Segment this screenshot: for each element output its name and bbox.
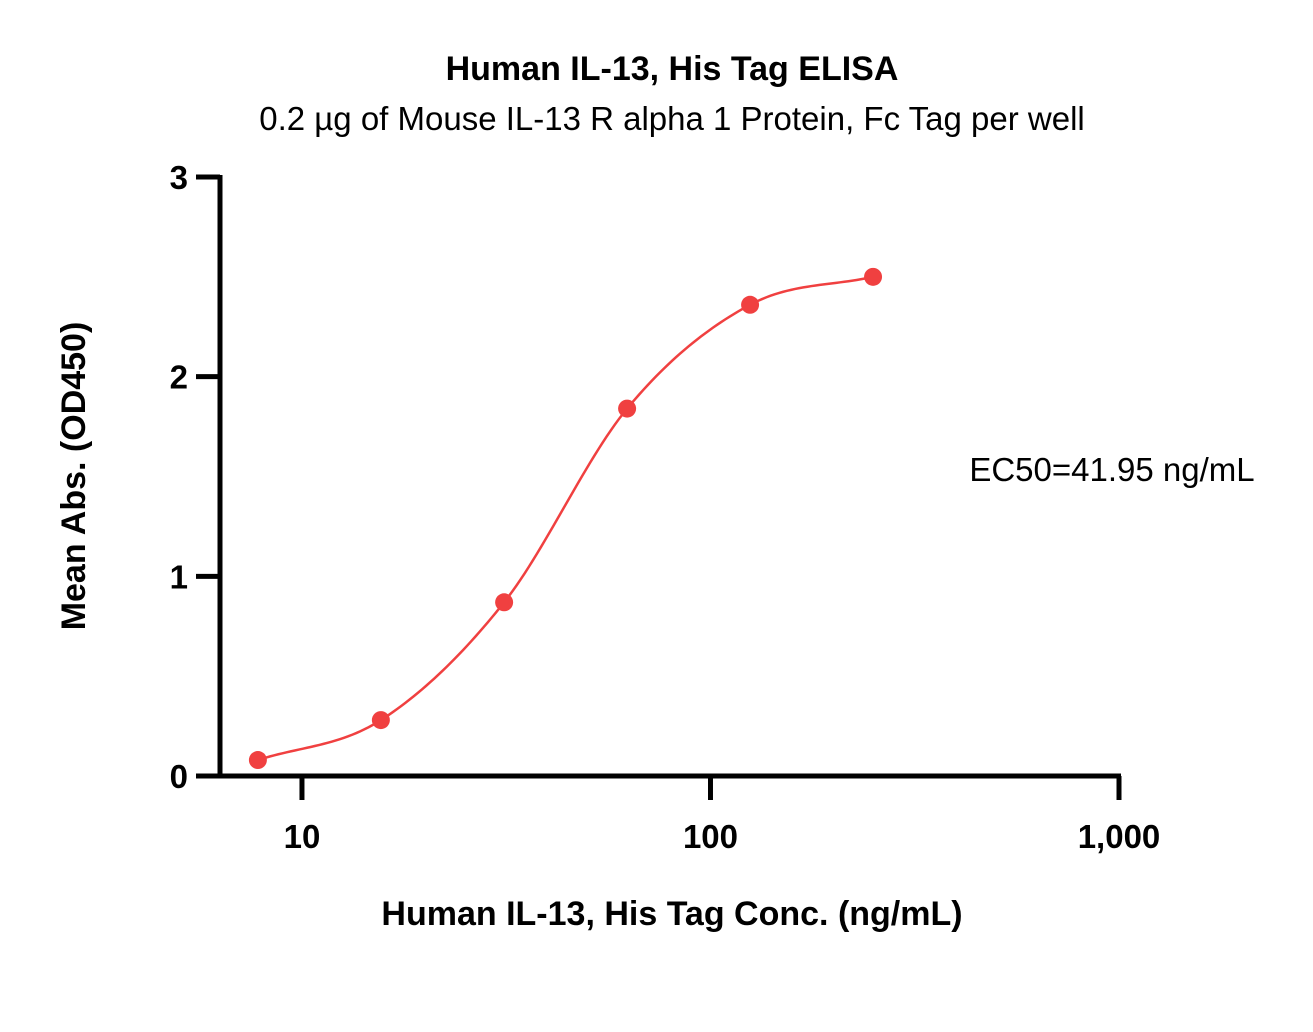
fit-curve-layer [257, 275, 874, 762]
x-tick-label: 10 [284, 818, 321, 855]
data-point [618, 399, 637, 418]
fit-curve [257, 275, 874, 762]
chart-title: Human IL-13, His Tag ELISA [446, 50, 899, 88]
tick-labels: 0 1 2 3 10 100 1,000 [170, 159, 1161, 855]
x-axis-title: Human IL-13, His Tag Conc. (ng/mL) [381, 895, 962, 933]
y-tick-label: 3 [170, 159, 188, 196]
y-tick-label: 2 [170, 359, 188, 396]
chart-subtitle: 0.2 µg of Mouse IL-13 R alpha 1 Protein,… [259, 100, 1085, 137]
data-point [741, 295, 760, 314]
ec50-annotation: EC50=41.95 ng/mL [969, 451, 1254, 488]
y-tick-label: 1 [170, 558, 188, 595]
y-tick-label: 0 [170, 758, 188, 795]
data-point [371, 711, 390, 730]
data-points [248, 267, 883, 770]
data-point [864, 267, 883, 286]
y-axis-title: Mean Abs. (OD450) [55, 322, 93, 631]
axes [196, 174, 1122, 800]
data-point [248, 751, 267, 770]
x-tick-label: 100 [683, 818, 738, 855]
x-tick-label: 1,000 [1078, 818, 1161, 855]
data-point [495, 593, 514, 612]
